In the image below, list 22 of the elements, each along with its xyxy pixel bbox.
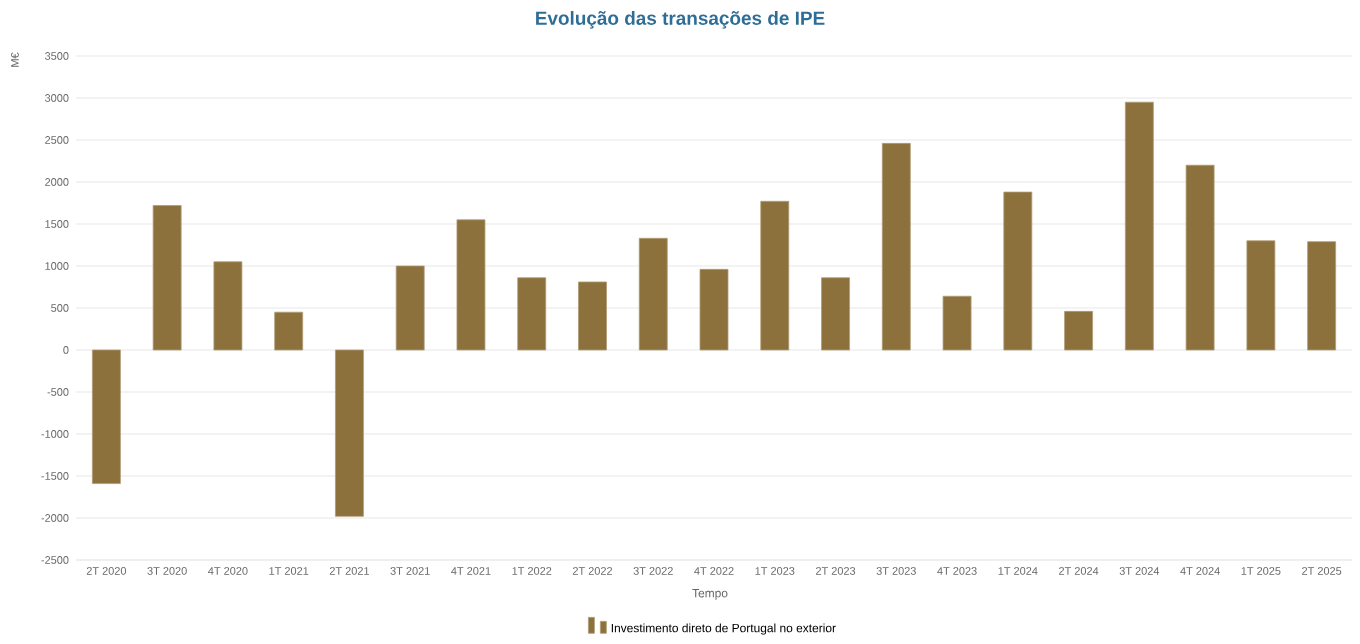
bar — [578, 281, 607, 351]
bar — [274, 311, 304, 351]
bar — [699, 268, 729, 351]
chart-title: Evolução das transações de IPE — [536, 11, 825, 29]
bar — [638, 237, 668, 351]
bar — [821, 277, 850, 351]
bar — [335, 349, 364, 517]
bar — [456, 219, 486, 351]
bar — [760, 200, 790, 351]
bar — [517, 277, 547, 351]
bar — [1185, 164, 1215, 351]
bar — [1307, 241, 1337, 351]
bar — [942, 295, 972, 351]
bar — [1003, 191, 1033, 351]
bar — [1064, 310, 1093, 351]
bar — [1124, 101, 1154, 351]
bar — [152, 205, 182, 351]
bar — [91, 349, 121, 484]
bar — [395, 265, 425, 351]
bar — [1246, 240, 1276, 351]
bar — [213, 261, 243, 351]
bar — [881, 142, 911, 351]
